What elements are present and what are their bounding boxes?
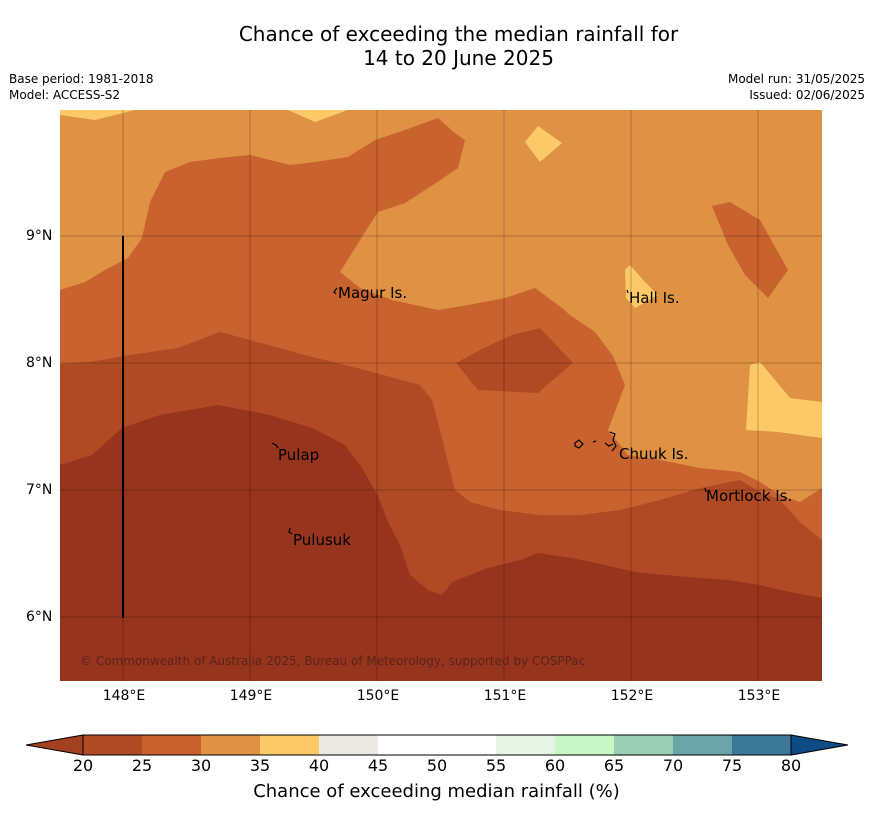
lat-tick-8: 8°N <box>26 355 53 371</box>
chuuk-island-mark-4 <box>609 431 617 452</box>
colorbar-segment <box>673 735 732 755</box>
chuuk-island-mark-1 <box>574 439 584 449</box>
metadata-right: Model run: 31/05/2025 Issued: 02/06/2025 <box>728 71 865 103</box>
colorbar-tick-65: 65 <box>603 756 625 775</box>
lat-tick-7: 7°N <box>26 482 53 498</box>
band-35-40-hall <box>625 265 658 308</box>
pulusuk-island-mark <box>288 527 293 535</box>
colorbar-extend-high <box>790 734 849 756</box>
colorbar-tick-20: 20 <box>72 756 94 775</box>
chuuk-island-mark-3 <box>604 442 614 447</box>
colorbar-segment <box>319 735 378 755</box>
label-hall: Hall Is. <box>629 289 680 307</box>
lon-tick-150: 150°E <box>356 688 400 704</box>
colorbar-tick-25: 25 <box>131 756 153 775</box>
lon-tick-149: 149°E <box>229 688 273 704</box>
mortlock-island-mark <box>704 487 707 493</box>
colorbar-segment <box>496 735 555 755</box>
colorbar-segment <box>614 735 673 755</box>
colorbar-segments <box>26 734 849 756</box>
colorbar-segment <box>83 735 142 755</box>
metadata-left: Base period: 1981-2018 Model: ACCESS-S2 <box>9 71 154 103</box>
lon-tick-151: 151°E <box>483 688 527 704</box>
lon-tick-152: 152°E <box>610 688 654 704</box>
colorbar-segment <box>555 735 614 755</box>
band-20-25-central <box>456 328 573 393</box>
chuuk-island-mark-2 <box>592 440 597 443</box>
colorbar-segment <box>437 735 496 755</box>
lon-tick-153: 153°E <box>737 688 781 704</box>
title-line-2: 14 to 20 June 2025 <box>363 46 554 70</box>
colorbar-tick-50: 50 <box>426 756 448 775</box>
colorbar-segment <box>378 735 437 755</box>
colorbar-tick-60: 60 <box>544 756 566 775</box>
colorbar-tick-40: 40 <box>308 756 330 775</box>
hall-island-mark <box>626 289 629 294</box>
colorbar-tick-80: 80 <box>780 756 802 775</box>
colorbar-segment <box>201 735 260 755</box>
colorbar-segment <box>142 735 201 755</box>
map-gridlines <box>60 110 822 681</box>
label-pulusuk: Pulusuk <box>293 531 351 549</box>
title-line-1: Chance of exceeding the median rainfall … <box>238 22 679 46</box>
base-period: Base period: 1981-2018 <box>9 72 154 86</box>
band-35-40-east <box>746 362 822 438</box>
colorbar-frame <box>82 734 792 756</box>
label-mortlock: Mortlock Is. <box>706 487 793 505</box>
model-run: Model run: 31/05/2025 <box>727 72 865 86</box>
colorbar-tick-75: 75 <box>721 756 743 775</box>
colorbar-tick-30: 30 <box>190 756 212 775</box>
label-chuuk: Chuuk Is. <box>619 445 689 463</box>
band-25-30-east <box>712 202 788 298</box>
label-pulap: Pulap <box>278 446 320 464</box>
copyright-notice: © Commonwealth of Australia 2025, Bureau… <box>80 654 586 668</box>
colorbar-extend-low <box>26 734 84 756</box>
lat-tick-9: 9°N <box>26 228 53 244</box>
island-outlines <box>271 287 707 535</box>
magur-island-mark <box>333 287 338 295</box>
colorbar-title: Chance of exceeding median rainfall (%) <box>253 781 620 802</box>
model-name: Model: ACCESS-S2 <box>9 88 121 102</box>
label-magur: Magur Is. <box>338 284 408 302</box>
band-35-40-north <box>525 126 562 162</box>
map-title: Chance of exceeding the median rainfall … <box>0 22 873 70</box>
colorbar-tick-35: 35 <box>249 756 271 775</box>
lat-tick-6: 6°N <box>26 609 53 625</box>
map-canvas <box>60 110 822 681</box>
band-below-20 <box>60 405 822 681</box>
colorbar-tick-55: 55 <box>485 756 507 775</box>
colorbar-tick-70: 70 <box>662 756 684 775</box>
issued-date: Issued: 02/06/2025 <box>749 88 865 102</box>
colorbar <box>26 734 849 756</box>
forecast-map: © Commonwealth of Australia 2025, Bureau… <box>60 110 822 681</box>
lon-tick-148: 148°E <box>102 688 146 704</box>
band-35-40-top-left <box>60 110 135 120</box>
colorbar-segment <box>732 735 791 755</box>
band-35-40-top <box>240 110 348 122</box>
pulap-island-mark <box>271 442 279 449</box>
colorbar-segment <box>260 735 319 755</box>
colorbar-tick-45: 45 <box>367 756 389 775</box>
